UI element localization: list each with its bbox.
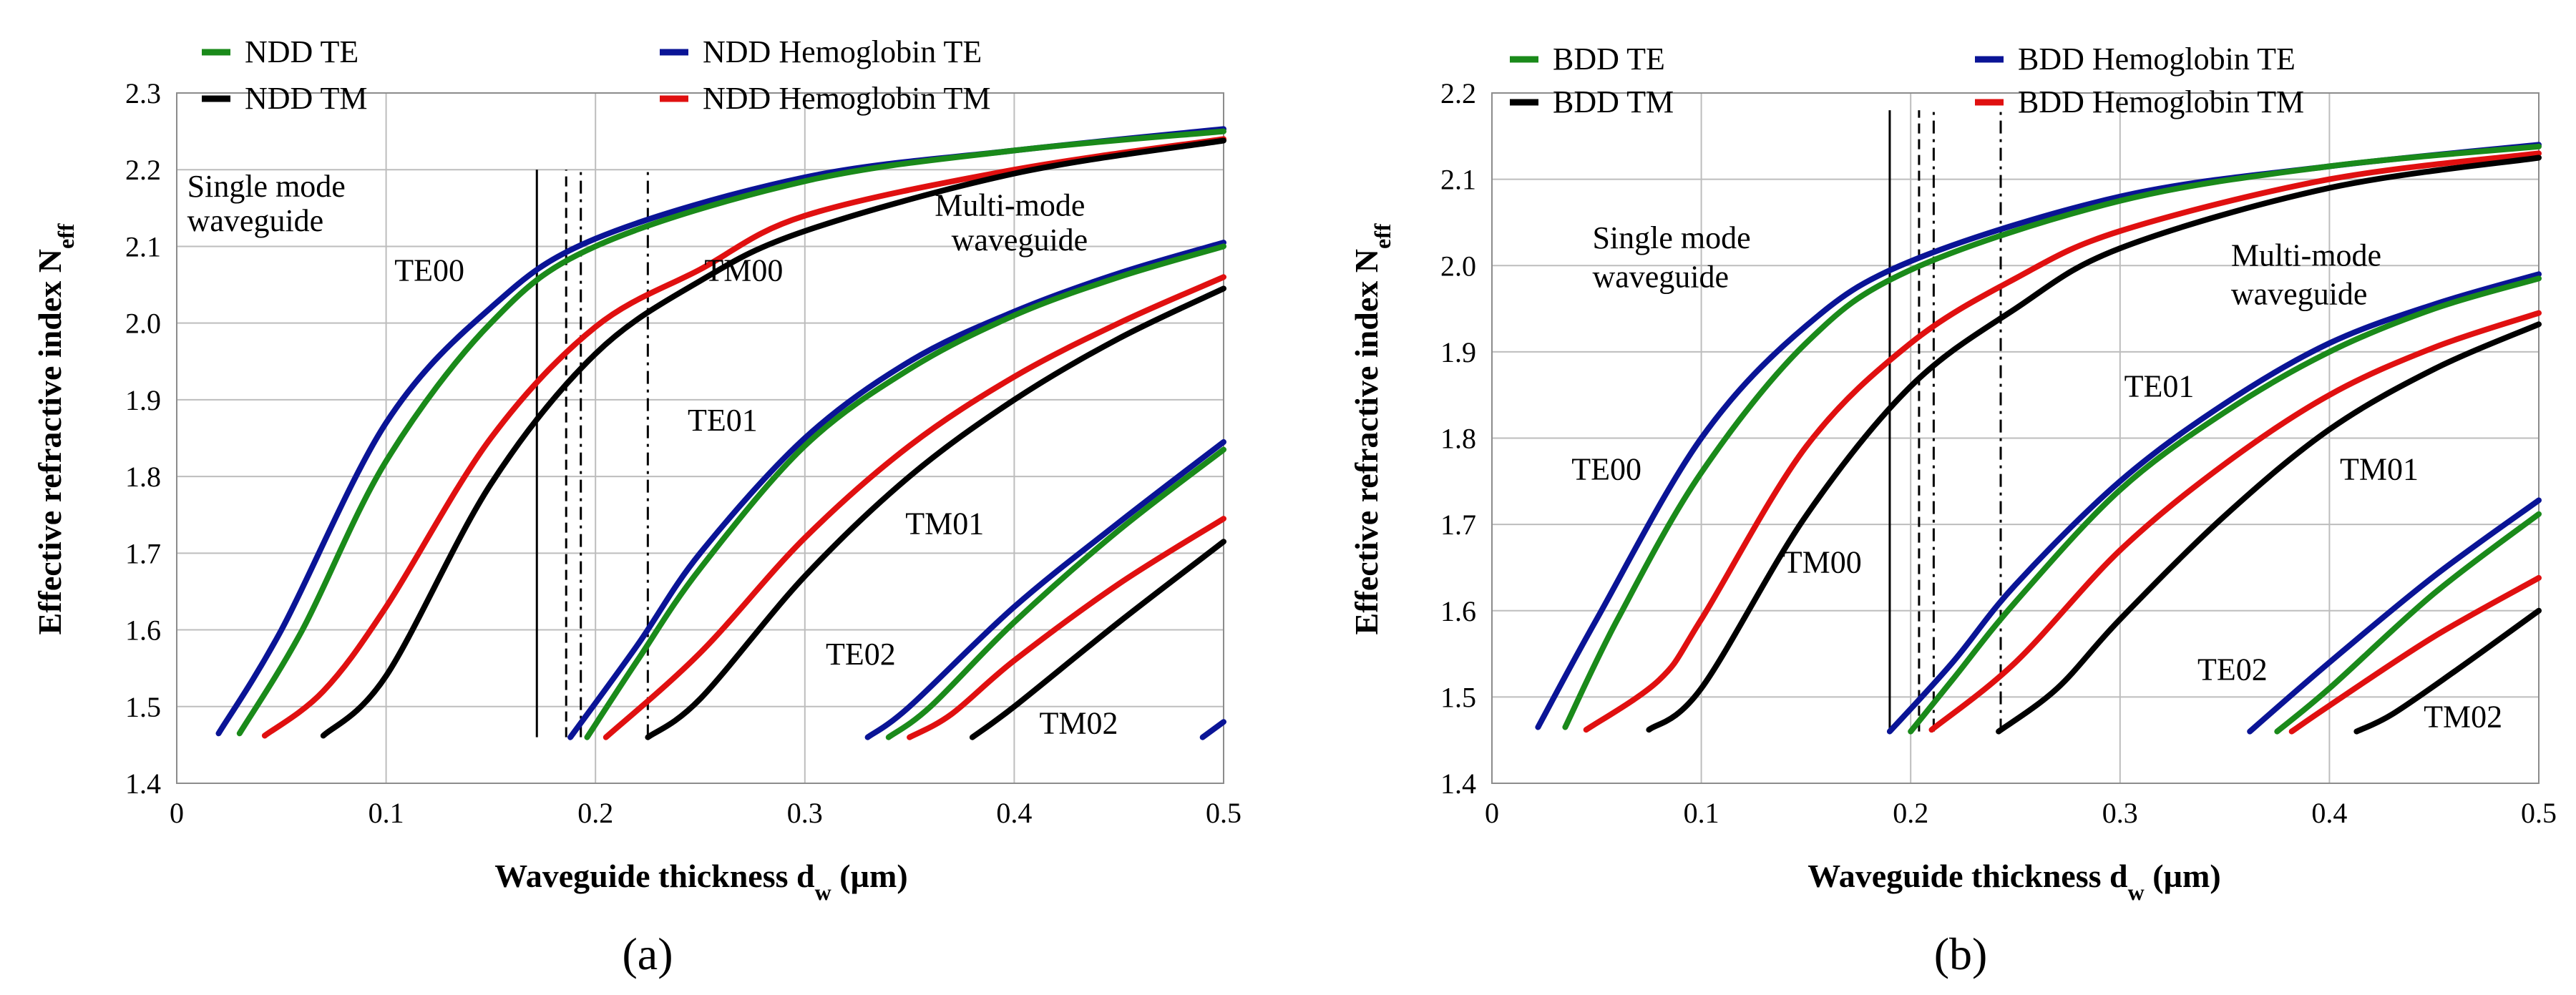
- annotation-label: waveguide: [187, 203, 324, 238]
- series-line: [1908, 275, 2542, 735]
- y-tick-label: 1.5: [125, 691, 161, 723]
- y-axis-title: Effective refractive index Neff: [1348, 223, 1395, 634]
- panel-label: (a): [622, 928, 673, 979]
- y-tick-label: 1.9: [125, 384, 161, 416]
- annotation-label: TM01: [2340, 451, 2419, 486]
- series-line: [969, 539, 1226, 740]
- annotation-label: Multi-mode: [935, 188, 1085, 223]
- annotation-label: TE01: [688, 403, 758, 438]
- y-tick-label: 1.9: [1440, 336, 1476, 368]
- annotation-label: Single mode: [187, 169, 346, 204]
- series-line: [584, 243, 1226, 740]
- annotation-label: TM00: [1783, 545, 1862, 580]
- series-line: [907, 516, 1226, 740]
- series-line: [2274, 511, 2542, 735]
- x-tick-label: 0.3: [787, 797, 823, 829]
- series-line: [1646, 155, 2542, 733]
- x-tick-label: 0.5: [1206, 797, 1241, 829]
- legend-label: BDD TM: [1553, 84, 1674, 119]
- annotation-label: TE00: [394, 253, 464, 288]
- plot-area-frame: [1491, 92, 2540, 784]
- y-tick-label: 1.5: [1440, 681, 1476, 713]
- y-tick-label: 1.4: [1440, 768, 1476, 800]
- annotation-label: TE02: [2197, 652, 2268, 687]
- legend-label: BDD Hemoglobin TM: [2018, 84, 2304, 119]
- series-line: [2247, 497, 2542, 735]
- annotation-label: TM01: [905, 506, 984, 541]
- legend-label: BDD TE: [1553, 41, 1665, 77]
- y-tick-label: 2.0: [1440, 250, 1476, 282]
- y-tick-label: 2.1: [125, 230, 161, 263]
- annotation-label: waveguide: [2231, 277, 2368, 312]
- y-tick-label: 2.0: [125, 308, 161, 340]
- annotation-label: TE02: [826, 637, 896, 672]
- x-tick-label: 0.2: [577, 797, 613, 829]
- series-line: [2353, 607, 2542, 735]
- y-tick-label: 2.2: [125, 154, 161, 186]
- series-line: [1562, 143, 2542, 730]
- panel-label: (b): [1934, 928, 1988, 979]
- y-tick-label: 1.7: [125, 537, 161, 569]
- plot-area-frame: [176, 92, 1224, 784]
- x-tick-label: 0.4: [2311, 797, 2347, 829]
- series-line: [236, 128, 1226, 737]
- annotation-label: TE00: [1571, 451, 1641, 486]
- x-tick-label: 0.2: [1893, 797, 1928, 829]
- y-tick-label: 1.8: [125, 461, 161, 493]
- legend-label: NDD Hemoglobin TE: [703, 34, 982, 69]
- series-line: [1928, 310, 2542, 733]
- series-line: [1583, 150, 2542, 733]
- legend-label: NDD TE: [245, 34, 358, 69]
- series-line: [261, 136, 1226, 739]
- x-axis-title: Waveguide thickness dw (µm): [1807, 858, 2220, 905]
- annotation-label: waveguide: [952, 222, 1088, 258]
- y-tick-label: 2.2: [1440, 77, 1476, 109]
- series-line: [602, 274, 1226, 740]
- y-tick-label: 1.7: [1440, 509, 1476, 541]
- series-line: [1199, 719, 1226, 740]
- panel-a: 0 0.1 0.2 0.3 0.4 0.5 1.4 1.5 1.6 1.7 1.8 1.9 2.0 2.1…: [31, 34, 1241, 979]
- y-tick-label: 1.4: [125, 768, 161, 800]
- legend-label: BDD Hemoglobin TE: [2018, 41, 2296, 77]
- annotation-label: Single mode: [1592, 220, 1750, 255]
- series-line: [567, 240, 1226, 740]
- x-tick-label: 0.1: [369, 797, 404, 829]
- x-tick-label: 0.1: [1684, 797, 1719, 829]
- series-line: [645, 285, 1226, 740]
- annotation-label: waveguide: [1592, 259, 1729, 294]
- y-axis-title: Effective refractive index Neff: [31, 223, 79, 634]
- x-axis-title: Waveguide thickness dw (µm): [494, 858, 907, 905]
- x-tick-label: 0.3: [2102, 797, 2138, 829]
- y-tick-label: 2.3: [125, 77, 161, 109]
- y-tick-label: 1.6: [1440, 595, 1476, 627]
- y-tick-label: 2.1: [1440, 164, 1476, 196]
- series-line: [885, 446, 1226, 740]
- x-tick-label: 0.4: [996, 797, 1032, 829]
- annotation-label: TM02: [1040, 705, 1118, 740]
- legend-label: NDD Hemoglobin TM: [703, 81, 991, 116]
- x-tick-label: 0: [170, 797, 184, 829]
- legend-label: NDD TM: [245, 81, 368, 116]
- series-line: [1996, 321, 2542, 735]
- series-line: [2288, 574, 2542, 735]
- y-tick-label: 1.8: [1440, 423, 1476, 455]
- panel-b: 0 0.1 0.2 0.3 0.4 0.5 1.4 1.5 1.6 1.7 1.8 1.9 2.0 2.1…: [1348, 41, 2557, 979]
- y-tick-label: 1.6: [125, 614, 161, 647]
- annotation-label: TE01: [2124, 369, 2195, 404]
- x-tick-label: 0.5: [2521, 797, 2557, 829]
- annotation-label: TM00: [704, 253, 783, 288]
- x-tick-label: 0: [1485, 797, 1499, 829]
- series-line: [320, 137, 1226, 739]
- series-line: [864, 438, 1226, 740]
- annotation-label: Multi-mode: [2231, 237, 2381, 273]
- series-line: [1886, 271, 2542, 735]
- annotation-label: TM02: [2424, 700, 2502, 735]
